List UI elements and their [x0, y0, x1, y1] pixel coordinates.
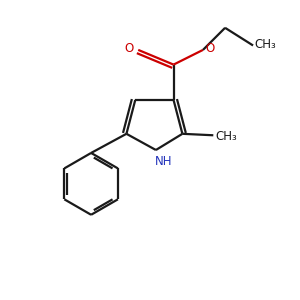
- Text: CH₃: CH₃: [254, 38, 276, 50]
- Text: O: O: [206, 42, 215, 55]
- Text: CH₃: CH₃: [216, 130, 237, 143]
- Text: NH: NH: [154, 155, 172, 168]
- Text: O: O: [125, 42, 134, 55]
